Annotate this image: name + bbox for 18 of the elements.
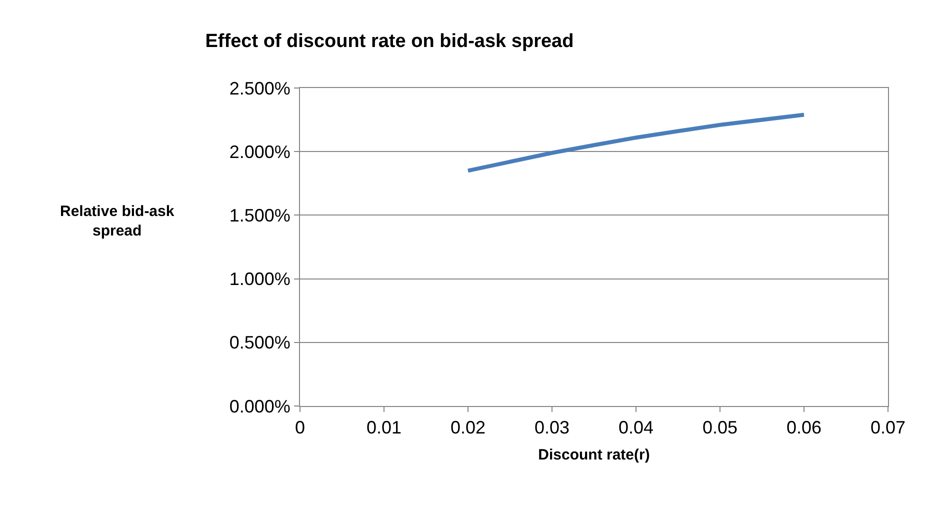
y-tick-label: 0.000%	[229, 396, 290, 416]
x-axis-title: Discount rate(r)	[538, 446, 650, 464]
y-tick-label: 1.000%	[229, 269, 290, 290]
x-tick-label: 0.01	[366, 418, 402, 438]
y-tick-label: 1.500%	[229, 206, 290, 226]
y-axis-title: Relative bid-ask spread	[60, 203, 175, 240]
y-tick-label: 2.000%	[229, 142, 290, 162]
x-tick-label: 0.04	[618, 418, 654, 438]
y-tick-label: 0.500%	[229, 332, 290, 353]
x-tick-label: 0.05	[702, 418, 738, 438]
chart-title: Effect of discount rate on bid-ask spread	[205, 31, 574, 52]
x-tick-label: 0.06	[786, 418, 822, 438]
x-tick-label: 0.07	[870, 418, 906, 438]
x-tick-label: 0.02	[450, 418, 486, 438]
x-tick-label: 0.03	[534, 418, 570, 438]
line-series	[466, 112, 806, 173]
x-tick-label: 0	[294, 418, 306, 438]
y-tick-label: 2.500%	[229, 78, 290, 98]
